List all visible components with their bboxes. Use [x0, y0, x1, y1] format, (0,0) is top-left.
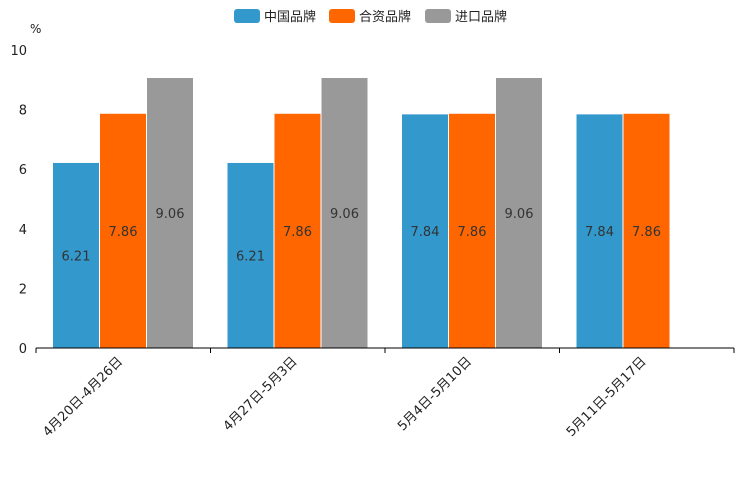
- x-tick-label: 4月27日-5月3日: [221, 354, 301, 434]
- bar-value-label: 7.86: [283, 225, 312, 240]
- bar-value-label: 6.21: [62, 249, 91, 264]
- x-tick-label: 5月11日-5月17日: [564, 354, 650, 440]
- legend-label: 合资品牌: [359, 9, 411, 25]
- bar-value-label: 9.06: [156, 207, 185, 222]
- bar-value-label: 9.06: [330, 207, 359, 222]
- bar-value-label: 7.84: [411, 225, 440, 240]
- legend-swatch: [234, 9, 260, 23]
- bar: [274, 113, 321, 348]
- y-tick-label: 4: [19, 223, 27, 238]
- bar: [321, 78, 368, 349]
- legend-swatch: [329, 9, 355, 23]
- y-tick-label: 0: [19, 342, 27, 357]
- legend-label: 中国品牌: [264, 9, 316, 25]
- y-axis-unit-label: %: [30, 22, 41, 36]
- legend-swatch: [425, 9, 451, 23]
- bars: [53, 78, 670, 349]
- bar-value-label: 7.86: [109, 225, 138, 240]
- y-axis-ticks: 0 2 4 6 8 10: [10, 44, 27, 357]
- bar-labels: 6.21 7.86 9.06 6.21 7.86 9.06 7.84 7.86 9.06 7.84…: [62, 207, 661, 264]
- bar: [449, 113, 495, 348]
- bar-value-label: 9.06: [505, 207, 534, 222]
- y-tick-label: 10: [10, 44, 27, 59]
- bar-value-label: 6.21: [236, 249, 265, 264]
- bar: [496, 78, 542, 349]
- x-tick-label: 5月4日-5月10日: [395, 354, 475, 434]
- bar-value-label: 7.86: [458, 225, 487, 240]
- bar: [576, 114, 623, 348]
- bar: [53, 162, 99, 348]
- x-axis-ticks: 4月20日-4月26日 4月27日-5月3日 5月4日-5月10日 5月11日-5月1…: [35, 348, 735, 440]
- bar-value-label: 7.84: [585, 225, 614, 240]
- legend: 中国品牌 合资品牌 进口品牌: [234, 9, 507, 25]
- bar: [623, 113, 670, 348]
- y-tick-label: 6: [19, 163, 27, 178]
- bar-value-label: 7.86: [632, 225, 661, 240]
- bar: [147, 78, 193, 349]
- bar: [100, 113, 146, 348]
- x-tick-label: 4月20日-4月26日: [40, 354, 126, 440]
- legend-label: 进口品牌: [455, 9, 507, 25]
- y-tick-label: 8: [19, 104, 27, 119]
- bar: [402, 114, 448, 348]
- y-tick-label: 2: [19, 282, 27, 297]
- bar: [227, 162, 274, 348]
